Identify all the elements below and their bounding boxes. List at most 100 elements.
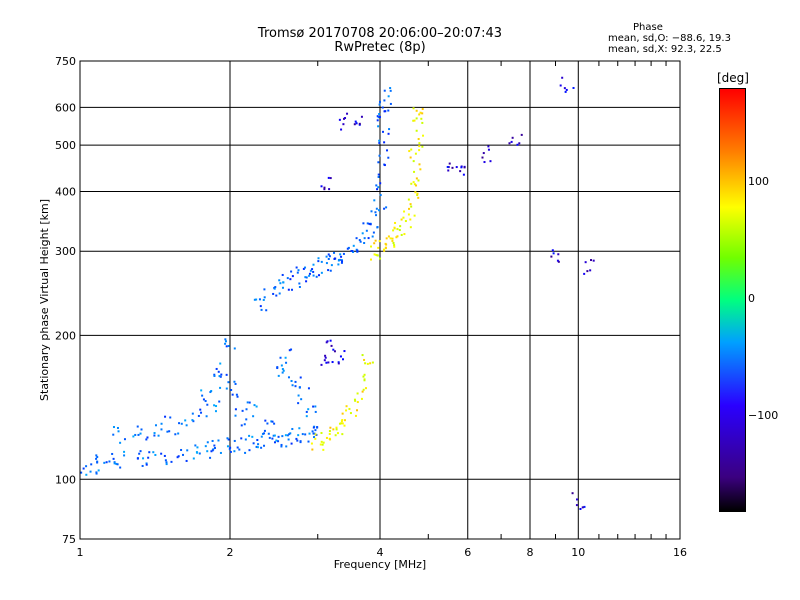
- data-point: [266, 422, 269, 425]
- data-point: [180, 422, 183, 425]
- data-point: [206, 441, 209, 444]
- data-point: [245, 418, 248, 421]
- data-point: [257, 443, 260, 446]
- data-point: [312, 432, 315, 435]
- data-point: [272, 292, 275, 295]
- data-point: [377, 125, 380, 128]
- data-point: [147, 456, 150, 459]
- data-point: [361, 354, 364, 357]
- data-point: [335, 426, 338, 429]
- y-axis-label: Stationary phase Virtual Height [km]: [38, 199, 51, 401]
- data-point: [186, 449, 189, 452]
- data-point: [275, 294, 278, 297]
- data-point: [194, 444, 197, 447]
- data-point: [420, 117, 423, 120]
- data-point: [373, 199, 376, 202]
- data-point: [225, 345, 228, 348]
- data-point: [557, 260, 560, 263]
- data-point: [338, 422, 341, 425]
- data-point: [96, 456, 99, 459]
- data-point: [174, 433, 177, 436]
- data-point: [389, 102, 392, 105]
- data-point: [579, 507, 582, 510]
- data-point: [320, 431, 323, 434]
- data-point: [422, 134, 425, 137]
- data-point: [516, 143, 519, 146]
- data-point: [192, 420, 195, 423]
- data-point: [297, 434, 300, 437]
- data-point: [152, 451, 155, 454]
- data-point: [508, 142, 511, 145]
- data-point: [393, 244, 396, 247]
- data-point: [279, 356, 282, 359]
- data-point: [337, 362, 340, 365]
- data-point: [362, 222, 365, 225]
- data-point: [229, 446, 232, 449]
- data-point: [314, 410, 317, 413]
- data-point: [412, 107, 415, 110]
- data-point: [396, 228, 399, 231]
- data-point: [342, 117, 345, 120]
- data-point: [417, 196, 420, 199]
- data-point: [97, 469, 100, 472]
- data-point: [381, 130, 384, 133]
- phase-line-o: mean, sd,O: −88.6, 19.3: [608, 33, 731, 44]
- data-point: [297, 269, 300, 272]
- data-point: [219, 362, 222, 365]
- data-point: [310, 442, 313, 445]
- data-point: [336, 432, 339, 435]
- data-point: [459, 170, 462, 173]
- data-point: [571, 492, 574, 495]
- data-point: [253, 298, 256, 301]
- data-point: [410, 182, 413, 185]
- data-point: [421, 108, 424, 111]
- data-point: [191, 412, 194, 415]
- data-point: [165, 463, 168, 466]
- data-point: [299, 440, 302, 443]
- data-point: [204, 445, 207, 448]
- data-point: [180, 448, 183, 451]
- data-point: [210, 450, 213, 453]
- x-tick-label: 1: [77, 546, 84, 559]
- data-point: [376, 115, 379, 118]
- data-point: [329, 269, 332, 272]
- data-point: [294, 380, 297, 383]
- data-point: [273, 434, 276, 437]
- data-point: [300, 398, 303, 401]
- data-point: [132, 435, 135, 438]
- data-point: [145, 438, 148, 441]
- data-point: [290, 348, 293, 351]
- colorbar-label: [deg]: [717, 71, 749, 85]
- data-point: [280, 364, 283, 367]
- axis-ticks: 1 2 4 6 8 10 16 75 100 200 300 400 500 600 750: [55, 55, 687, 559]
- phase-heading: Phase: [633, 22, 663, 33]
- data-point: [385, 243, 388, 246]
- data-point: [416, 194, 419, 197]
- data-point: [252, 415, 255, 418]
- data-point: [483, 161, 486, 164]
- data-point: [297, 402, 300, 405]
- data-point: [463, 166, 466, 169]
- data-point: [277, 374, 280, 377]
- data-point: [296, 439, 299, 442]
- data-point: [343, 350, 346, 353]
- data-point: [141, 464, 144, 467]
- data-point: [284, 434, 287, 437]
- data-point: [356, 401, 359, 404]
- data-point: [279, 282, 282, 285]
- data-point: [378, 116, 381, 119]
- data-point: [366, 222, 369, 225]
- data-point: [361, 390, 364, 393]
- data-point: [178, 422, 181, 425]
- x-tick-label: 4: [377, 546, 384, 559]
- data-point: [418, 163, 421, 166]
- data-point: [286, 277, 289, 280]
- data-point: [395, 236, 398, 239]
- data-point: [584, 261, 587, 264]
- data-point: [85, 473, 88, 476]
- data-point: [163, 454, 166, 457]
- data-point: [290, 442, 293, 445]
- data-point: [325, 262, 328, 265]
- data-point: [462, 173, 465, 176]
